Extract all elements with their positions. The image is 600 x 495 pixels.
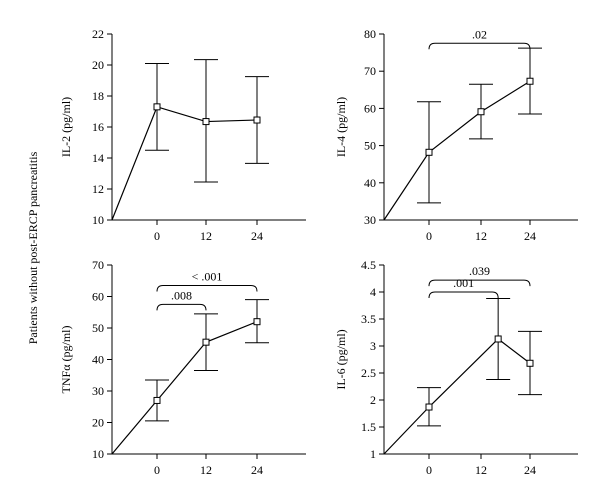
y-tick-label: 20 xyxy=(92,58,104,72)
chart-panel-2: 30 40 50 60 70 80 0 12 24 IL-4 (pg/ml) .02 xyxy=(334,27,578,243)
chart-panel-1: 10 12 14 16 18 20 22 0 12 24 IL-2 (pg/ml) xyxy=(59,27,306,243)
chart-panel-3: 10 20 30 40 50 60 70 0 12 24 TNFα (pg/ml) < .001.00… xyxy=(59,258,306,477)
x-tick-label: 24 xyxy=(524,463,536,477)
x-tick-label: 24 xyxy=(524,229,536,243)
y-tick-label: 3.5 xyxy=(361,312,376,326)
y-tick-label: 4 xyxy=(370,285,376,299)
x-tick-label: 24 xyxy=(251,229,263,243)
y-axis-label: TNFα (pg/ml) xyxy=(59,326,73,394)
significance-bracket xyxy=(156,303,207,311)
y-tick-label: 2 xyxy=(370,393,376,407)
y-tick-label: 50 xyxy=(364,139,376,153)
data-point xyxy=(153,396,161,404)
y-tick-label: 10 xyxy=(92,447,104,461)
significance-bracket xyxy=(428,42,531,50)
y-tick-label: 1 xyxy=(370,447,376,461)
y-tick-label: 50 xyxy=(92,321,104,335)
y-axis-label: IL-4 (pg/ml) xyxy=(334,97,348,157)
data-point xyxy=(253,318,261,326)
significance-bracket xyxy=(428,279,531,287)
x-tick-label: 0 xyxy=(426,463,432,477)
data-point xyxy=(526,77,534,85)
x-tick-label: 0 xyxy=(154,463,160,477)
x-tick-label: 24 xyxy=(251,463,263,477)
series-line xyxy=(383,338,531,455)
y-tick-label: 16 xyxy=(92,120,104,134)
y-tick-label: 60 xyxy=(364,101,376,115)
y-tick-label: 10 xyxy=(92,213,104,227)
data-point xyxy=(153,103,161,111)
significance-label: .02 xyxy=(472,27,487,41)
y-tick-label: 30 xyxy=(92,384,104,398)
y-tick-label: 22 xyxy=(92,27,104,41)
data-point xyxy=(202,338,210,346)
y-tick-label: 60 xyxy=(92,290,104,304)
data-point xyxy=(425,403,433,411)
y-tick-label: 12 xyxy=(92,182,104,196)
chart-panel-4: 1 1.5 2 2.5 3 3.5 4 4.5 0 12 24 IL-6 (pg/ml) .001.03… xyxy=(334,258,578,477)
y-tick-label: 70 xyxy=(92,258,104,272)
series-line xyxy=(111,321,258,455)
y-tick-label: 20 xyxy=(92,416,104,430)
data-point xyxy=(202,118,210,126)
data-point xyxy=(526,359,534,367)
significance-label: < .001 xyxy=(192,269,223,283)
side-label: Patients without post-ERCP pancreatitis xyxy=(26,151,40,344)
y-tick-label: 80 xyxy=(364,27,376,41)
y-tick-label: 30 xyxy=(364,213,376,227)
data-point xyxy=(494,335,502,343)
data-point xyxy=(425,148,433,156)
series-line xyxy=(383,80,531,221)
y-tick-label: 18 xyxy=(92,89,104,103)
significance-label: .008 xyxy=(171,288,192,302)
y-tick-label: 70 xyxy=(364,64,376,78)
y-axis-label: IL-2 (pg/ml) xyxy=(59,97,73,157)
y-tick-label: 1.5 xyxy=(361,420,376,434)
y-tick-label: 40 xyxy=(364,176,376,190)
significance-label: .039 xyxy=(469,264,490,278)
x-tick-label: 12 xyxy=(200,229,212,243)
y-tick-label: 2.5 xyxy=(361,366,376,380)
significance-label: .001 xyxy=(453,276,474,290)
x-tick-label: 0 xyxy=(154,229,160,243)
x-tick-label: 12 xyxy=(475,229,487,243)
y-tick-label: 40 xyxy=(92,353,104,367)
series-line xyxy=(111,106,258,221)
y-tick-label: 3 xyxy=(370,339,376,353)
x-tick-label: 12 xyxy=(475,463,487,477)
data-point xyxy=(253,116,261,124)
y-axis-label: IL-6 (pg/ml) xyxy=(334,329,348,389)
y-tick-label: 4.5 xyxy=(361,258,376,272)
data-point xyxy=(477,108,485,116)
x-tick-label: 12 xyxy=(200,463,212,477)
y-tick-label: 14 xyxy=(92,151,104,165)
significance-bracket xyxy=(428,291,499,299)
significance-bracket xyxy=(156,284,258,292)
x-tick-label: 0 xyxy=(426,229,432,243)
